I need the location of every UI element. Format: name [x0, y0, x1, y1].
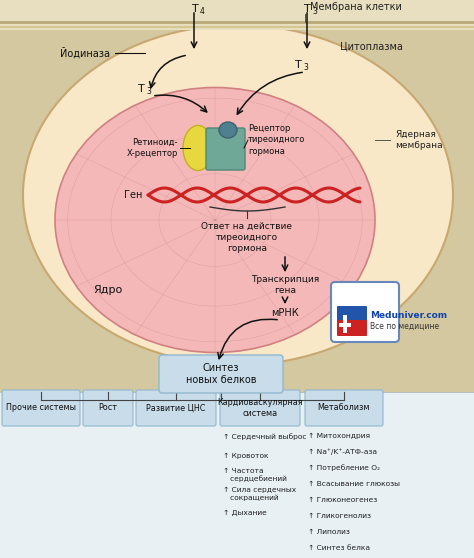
Text: T: T [304, 4, 311, 14]
FancyBboxPatch shape [331, 282, 399, 342]
Text: ↑ Частота
   сердцебиений: ↑ Частота сердцебиений [223, 468, 287, 482]
Text: Ядро: Ядро [93, 285, 123, 295]
Text: Мембрана клетки: Мембрана клетки [310, 2, 402, 12]
Text: Транскрипция
гена: Транскрипция гена [251, 275, 319, 295]
Text: T: T [192, 4, 199, 14]
Text: мРНК: мРНК [271, 308, 299, 318]
Text: 3: 3 [303, 63, 308, 72]
Text: ↑ Липолиз: ↑ Липолиз [308, 529, 350, 535]
FancyBboxPatch shape [159, 355, 283, 393]
FancyBboxPatch shape [2, 390, 80, 426]
FancyBboxPatch shape [220, 390, 300, 426]
FancyBboxPatch shape [83, 390, 133, 426]
Text: ↑ Глюконеогенез: ↑ Глюконеогенез [308, 497, 377, 503]
Text: 4: 4 [200, 7, 205, 16]
Text: 3: 3 [312, 7, 317, 16]
FancyBboxPatch shape [305, 390, 383, 426]
FancyBboxPatch shape [337, 320, 367, 336]
Ellipse shape [183, 126, 213, 171]
Text: Meduniver.com: Meduniver.com [370, 311, 447, 320]
Ellipse shape [219, 122, 237, 138]
FancyBboxPatch shape [337, 306, 367, 326]
Text: Йодиназа: Йодиназа [60, 47, 110, 59]
Ellipse shape [55, 88, 375, 353]
Text: Рост: Рост [99, 403, 118, 412]
Text: ↑ Синтез белка: ↑ Синтез белка [308, 545, 370, 551]
Text: Кардиоваскулярная
система: Кардиоваскулярная система [217, 398, 303, 418]
Text: Все по медицине: Все по медицине [370, 321, 439, 330]
Text: Ген: Ген [124, 190, 142, 200]
FancyBboxPatch shape [136, 390, 216, 426]
Text: ↑ Кровоток: ↑ Кровоток [223, 453, 268, 459]
Text: ↑ Сила сердечных
   сокращений: ↑ Сила сердечных сокращений [223, 487, 296, 501]
Bar [0, 392, 474, 558]
Text: ↑ Сердечный выброс: ↑ Сердечный выброс [223, 434, 307, 440]
Bar [0, 0, 474, 30]
Text: ↑ Всасывание глюкозы: ↑ Всасывание глюкозы [308, 481, 400, 487]
Bar [339, 323, 351, 327]
Text: Цитоплазма: Цитоплазма [340, 41, 403, 51]
Text: Ретиноид-
Х-рецептор: Ретиноид- Х-рецептор [127, 138, 178, 158]
Text: Развитие ЦНС: Развитие ЦНС [146, 403, 206, 412]
Text: ↑ Na⁺/K⁺-АТФ-аза: ↑ Na⁺/K⁺-АТФ-аза [308, 449, 377, 455]
Text: Ядерная
мембрана: Ядерная мембрана [395, 130, 443, 150]
Text: ↑ Гликогенолиз: ↑ Гликогенолиз [308, 513, 371, 519]
Text: Метаболизм: Метаболизм [318, 403, 370, 412]
Text: ↑ Митохондрия: ↑ Митохондрия [308, 433, 370, 439]
Text: ↑ Потребление О₂: ↑ Потребление О₂ [308, 465, 380, 472]
Text: Рецептор
тиреоидного
гормона: Рецептор тиреоидного гормона [248, 124, 305, 156]
Bar [343, 315, 347, 333]
Text: Ответ на действие
тиреоидного
гормона: Ответ на действие тиреоидного гормона [201, 222, 292, 253]
FancyBboxPatch shape [206, 128, 245, 170]
Ellipse shape [23, 25, 453, 365]
Text: Прочие системы: Прочие системы [6, 403, 76, 412]
Text: T: T [138, 84, 145, 94]
Text: 3: 3 [146, 87, 151, 96]
Bar [0, 0, 474, 30]
Text: T: T [295, 60, 302, 70]
Text: Синтез
новых белков: Синтез новых белков [186, 363, 256, 385]
Text: ↑ Дыхание: ↑ Дыхание [223, 510, 267, 516]
